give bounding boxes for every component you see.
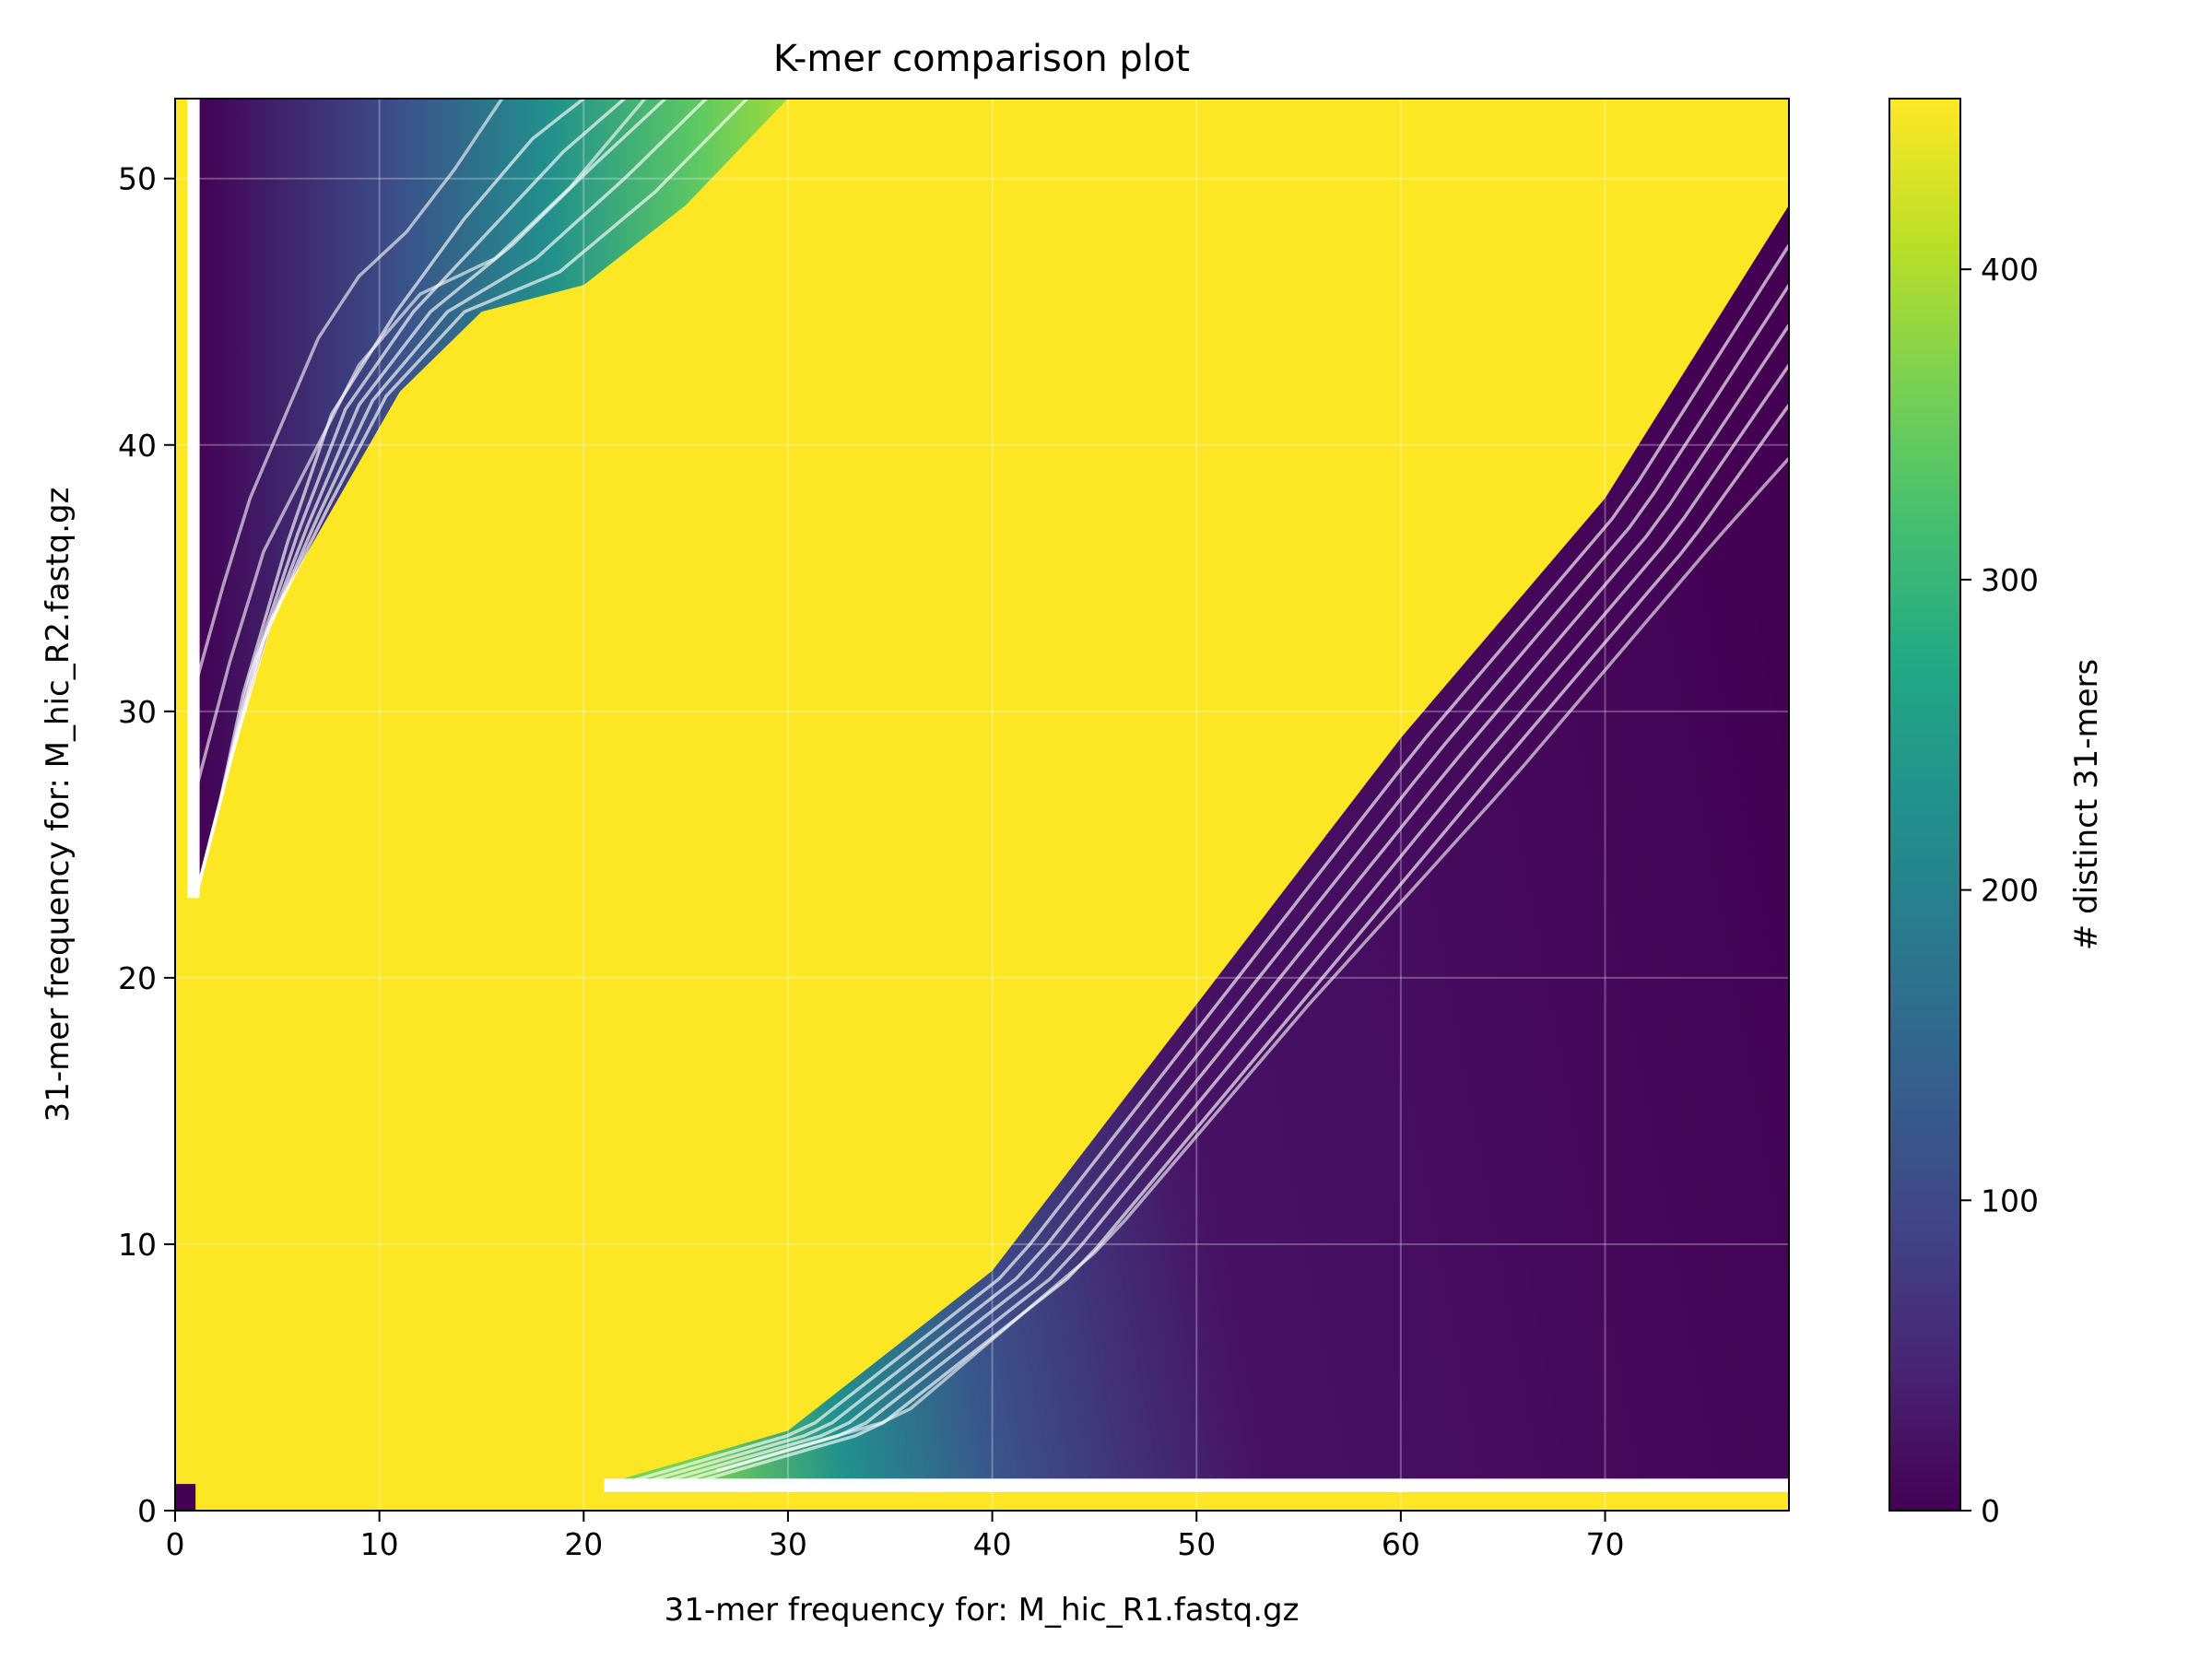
contour-line <box>194 99 748 899</box>
x-tick-label: 0 <box>166 1526 185 1562</box>
colorbar-tick-label: 400 <box>1981 252 2039 288</box>
y-tick-label: 40 <box>118 428 157 464</box>
contour-line <box>688 404 1789 1486</box>
contour-line <box>654 324 1789 1486</box>
y-axis: 0 10 20 30 40 50 <box>118 161 175 1529</box>
grid-lines <box>175 99 1789 1511</box>
y-tick-label: 10 <box>118 1227 157 1263</box>
contour-line <box>671 364 1789 1486</box>
contour-line <box>620 244 1789 1486</box>
colorbar-tick-label: 200 <box>1981 873 2039 909</box>
chart-title: K-mer comparison plot <box>773 38 1190 80</box>
y-axis-label: 31-mer frequency for: M_hic_R2.fastq.gz <box>40 488 76 1123</box>
contour-line <box>194 99 504 686</box>
band-lower-right <box>604 205 1789 1485</box>
bottom-edge-strip <box>604 1478 1789 1492</box>
colorbar-tick-label: 300 <box>1981 562 2039 598</box>
left-edge-strip <box>187 99 200 899</box>
x-tick-label: 70 <box>1586 1526 1625 1562</box>
colorbar-tick-label: 0 <box>1981 1493 2000 1529</box>
x-tick-label: 30 <box>769 1526 807 1562</box>
x-axis: 0 10 20 30 40 50 60 70 <box>166 1511 1625 1562</box>
y-tick-label: 30 <box>118 694 157 730</box>
x-tick-label: 40 <box>973 1526 1012 1562</box>
contour-line <box>715 457 1789 1473</box>
contour-line <box>637 284 1789 1486</box>
contour-lines <box>194 99 1789 1486</box>
x-axis-label: 31-mer frequency for: M_hic_R1.fastq.gz <box>665 1592 1300 1629</box>
x-tick-label: 60 <box>1382 1526 1420 1562</box>
colorbar-label: # distinct 31-mers <box>2068 659 2105 950</box>
x-tick-label: 20 <box>564 1526 603 1562</box>
y-tick-label: 0 <box>137 1493 157 1529</box>
plot-frame <box>174 98 1790 1512</box>
colorbar <box>1888 98 1961 1512</box>
origin-cell <box>175 1484 196 1511</box>
y-tick-label: 50 <box>118 161 157 197</box>
x-tick-label: 50 <box>1177 1526 1216 1562</box>
x-tick-label: 10 <box>360 1526 399 1562</box>
contour-line <box>194 99 647 792</box>
colorbar-tick-label: 100 <box>1981 1182 2039 1218</box>
colorbar-ticks: 0 100 200 300 400 <box>1960 252 2039 1529</box>
y-tick-label: 20 <box>118 960 157 996</box>
